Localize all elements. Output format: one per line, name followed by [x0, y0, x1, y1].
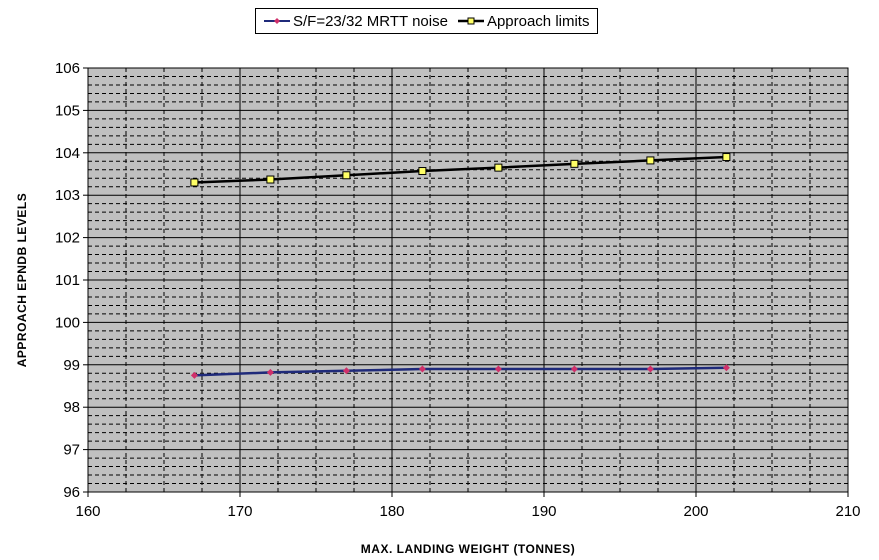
- data-point-approach-limits: [419, 168, 426, 175]
- y-tick-label: 100: [55, 314, 80, 331]
- y-tick-label: 98: [63, 399, 80, 416]
- y-axis-title: APPROACH EPNDB LEVELS: [15, 193, 29, 368]
- legend-label-approach-limits: Approach limits: [487, 13, 590, 30]
- y-tick-label: 105: [55, 102, 80, 119]
- y-axis: 96 97 98 99 100 101 102 103 104 105 106: [55, 60, 88, 501]
- x-tick-label: 210: [835, 503, 860, 520]
- data-point-approach-limits: [191, 179, 198, 186]
- y-tick-label: 101: [55, 272, 80, 289]
- x-axis-title: MAX. LANDING WEIGHT (TONNES): [361, 542, 575, 556]
- y-tick-label: 99: [63, 357, 80, 374]
- x-tick-label: 180: [379, 503, 404, 520]
- x-tick-label: 170: [227, 503, 252, 520]
- y-tick-label: 102: [55, 230, 80, 247]
- y-tick-label: 97: [63, 442, 80, 459]
- y-tick-label: 106: [55, 60, 80, 77]
- data-point-approach-limits: [647, 157, 654, 164]
- legend-item-approach-limits: Approach limits: [458, 13, 590, 30]
- data-point-approach-limits: [343, 172, 350, 179]
- data-point-approach-limits: [571, 160, 578, 167]
- y-tick-label: 96: [63, 484, 80, 501]
- x-axis: 160 170 180 190 200 210: [75, 492, 860, 520]
- data-point-approach-limits: [267, 176, 274, 183]
- legend-swatch-approach-limits: [458, 15, 484, 27]
- y-tick-label: 103: [55, 187, 80, 204]
- legend-swatch-mrtt-noise: [264, 15, 290, 27]
- legend-item-mrtt-noise: S/F=23/32 MRTT noise: [264, 13, 448, 30]
- legend: S/F=23/32 MRTT noise Approach limits: [255, 8, 598, 34]
- x-tick-label: 190: [531, 503, 556, 520]
- data-point-approach-limits: [495, 164, 502, 171]
- y-tick-label: 104: [55, 145, 80, 162]
- x-tick-label: 200: [683, 503, 708, 520]
- legend-label-mrtt-noise: S/F=23/32 MRTT noise: [293, 13, 448, 30]
- x-tick-label: 160: [75, 503, 100, 520]
- data-point-approach-limits: [723, 154, 730, 161]
